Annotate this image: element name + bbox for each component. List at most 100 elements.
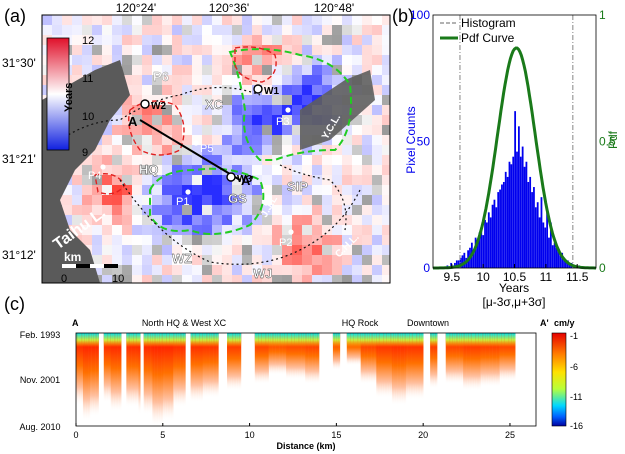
velocity-cell [212,205,222,215]
velocity-cell [72,185,82,195]
profile-column [412,333,415,400]
velocity-cell [112,35,122,45]
profile-column [161,333,164,426]
profile-column [239,333,242,391]
profile-column-top [268,333,271,347]
velocity-cell [322,45,332,55]
velocity-cell [232,185,242,195]
profile-column-top [374,333,377,347]
profile-column-top [93,333,96,347]
profile-column-top [128,333,131,347]
velocity-cell [242,85,252,95]
velocity-cell [222,235,232,245]
velocity-cell [182,205,192,215]
profile-column-top [430,333,433,347]
velocity-cell [292,165,302,175]
velocity-cell [182,65,192,75]
velocity-cell [212,85,222,95]
velocity-cell [342,35,352,45]
velocity-cell [222,35,232,45]
velocity-cell [372,195,382,205]
velocity-cell [372,165,382,175]
profile-column [86,333,89,422]
profile-column [470,333,473,391]
velocity-cell [82,235,92,245]
profile-column-top [261,333,264,347]
velocity-cell [202,195,212,205]
velocity-cell [212,185,222,195]
velocity-cell [252,15,262,25]
velocity-cell [282,65,292,75]
velocity-cell [272,85,282,95]
profile-column-top [504,333,507,347]
profile-column [468,333,471,391]
velocity-cell [242,215,252,225]
velocity-cell [212,95,222,105]
point-label: W1 [264,86,279,97]
velocity-cell [302,175,312,185]
y-right-tick-labels: 00.51 [599,8,616,275]
velocity-cell [72,45,82,55]
x-tick-label: 9.5 [443,270,460,284]
profile-column [112,333,115,413]
velocity-cell [322,275,332,283]
histogram-bar [557,250,560,268]
profile-column-top [176,333,179,347]
velocity-cell [262,105,272,115]
velocity-cell [182,75,192,85]
profile-column-top [457,333,460,347]
point-label: W2 [151,101,166,112]
velocity-cell [262,95,272,105]
velocity-cell [282,255,292,265]
velocity-cell [132,205,142,215]
profile-column-top [299,333,302,347]
velocity-cell [372,45,382,55]
region-label: Downtown [407,318,449,328]
profile-column [289,333,292,380]
profile-column [228,333,231,391]
profile-column-top [168,333,171,347]
velocity-cell [312,85,322,95]
velocity-cell [292,155,302,165]
profile-column-top [315,333,318,347]
velocity-cell [232,115,242,125]
velocity-cell [312,215,322,225]
velocity-cell [272,245,282,255]
velocity-cell [102,15,112,25]
velocity-cell [122,235,132,245]
velocity-cell [92,155,102,165]
velocity-cell [352,275,362,283]
velocity-cell [82,205,92,215]
velocity-cell [262,115,272,125]
profile-column-top [91,333,94,347]
velocity-cell [292,185,302,195]
profile-column-top [360,333,363,347]
velocity-cell [182,175,192,185]
velocity-cell [152,85,162,95]
velocity-cell [132,195,142,205]
velocity-cell [352,135,362,145]
velocity-cell [132,145,142,155]
velocity-cell [172,95,182,105]
profile-column [171,333,174,422]
profile-column [133,333,136,408]
velocity-cell [312,25,322,35]
velocity-cell [382,35,390,45]
profile-column-top [409,333,412,347]
velocity-cell [372,205,382,215]
profile-column [91,333,94,417]
velocity-cell [202,165,212,175]
profile-column [360,333,363,385]
velocity-cell [122,275,132,283]
velocity-cell [252,35,262,45]
velocity-cell [252,255,262,265]
well-marker [226,172,236,182]
y-right-tick-label: 0 [599,261,606,275]
velocity-cell [152,95,162,105]
profile-column-top [254,333,257,347]
velocity-cell [162,185,172,195]
velocity-cell [372,175,382,185]
velocity-cell [382,195,390,205]
velocity-cell [332,155,342,165]
velocity-cell [262,205,272,215]
